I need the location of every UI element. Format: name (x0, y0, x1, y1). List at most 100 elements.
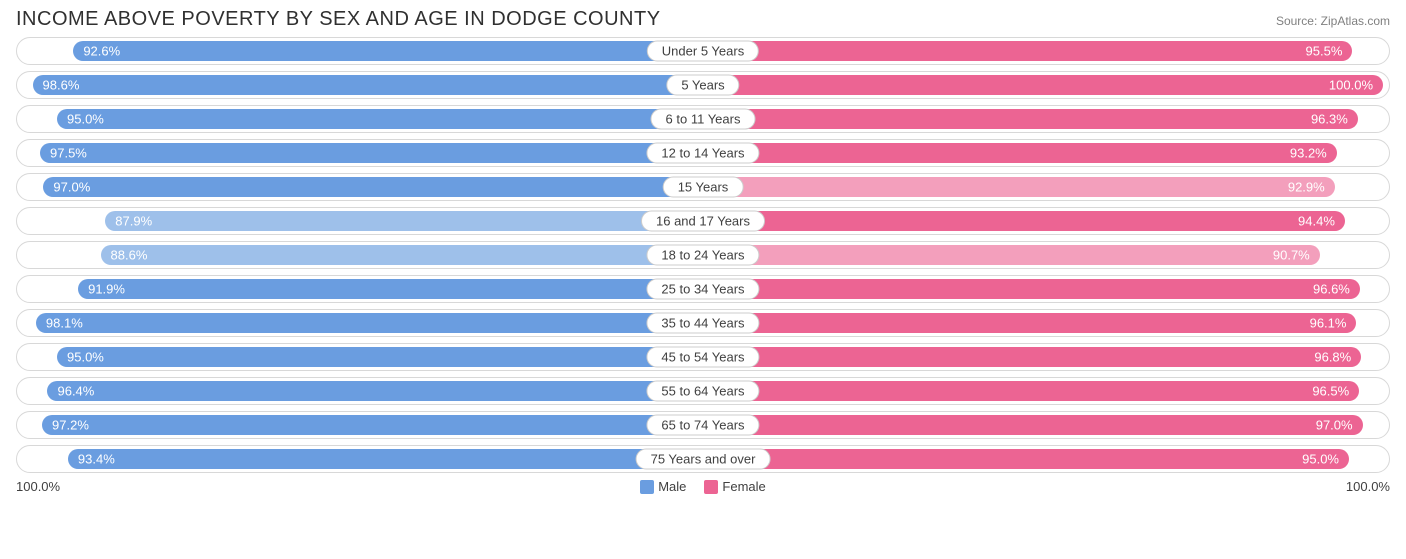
category-label: 16 and 17 Years (641, 211, 765, 232)
male-bar: 92.6% (73, 41, 703, 61)
female-track: 100.0% (703, 75, 1383, 95)
legend-label-male: Male (658, 479, 686, 494)
male-track: 92.6% (23, 41, 703, 61)
category-label: 55 to 64 Years (646, 381, 759, 402)
chart-row: 95.0% 96.8%45 to 54 Years (16, 343, 1390, 371)
chart-title: INCOME ABOVE POVERTY BY SEX AND AGE IN D… (16, 8, 661, 31)
category-label: 5 Years (666, 75, 739, 96)
male-track: 97.2% (23, 415, 703, 435)
chart-row: 95.0% 96.3% 6 to 11 Years (16, 105, 1390, 133)
female-bar: 96.8% (703, 347, 1361, 367)
male-bar: 95.0% (57, 109, 703, 129)
female-bar: 95.5% (703, 41, 1352, 61)
male-value-label: 95.0% (67, 112, 104, 127)
legend-swatch-female (704, 480, 718, 494)
female-track: 96.6% (703, 279, 1383, 299)
legend: Male Female (640, 479, 766, 494)
male-value-label: 87.9% (115, 214, 152, 229)
male-track: 98.1% (23, 313, 703, 333)
chart-row: 91.9%96.6%25 to 34 Years (16, 275, 1390, 303)
male-bar: 87.9% (105, 211, 703, 231)
male-bar: 96.4% (47, 381, 703, 401)
male-bar: 88.6% (101, 245, 703, 265)
male-track: 95.0% (23, 109, 703, 129)
male-track: 97.0% (23, 177, 703, 197)
male-track: 93.4% (23, 449, 703, 469)
female-value-label: 90.7% (1273, 248, 1310, 263)
male-bar: 97.5% (40, 143, 703, 163)
category-label: 65 to 74 Years (646, 415, 759, 436)
female-bar: 97.0% (703, 415, 1363, 435)
female-value-label: 95.5% (1306, 44, 1343, 59)
male-track: 91.9% (23, 279, 703, 299)
female-track: 94.4% (703, 211, 1383, 231)
male-value-label: 95.0% (67, 350, 104, 365)
chart-header: INCOME ABOVE POVERTY BY SEX AND AGE IN D… (16, 8, 1390, 31)
female-track: 92.9% (703, 177, 1383, 197)
female-track: 96.1% (703, 313, 1383, 333)
male-track: 98.6% (23, 75, 703, 95)
female-value-label: 93.2% (1290, 146, 1327, 161)
female-bar: 94.4% (703, 211, 1345, 231)
male-value-label: 97.5% (50, 146, 87, 161)
category-label: 45 to 54 Years (646, 347, 759, 368)
male-track: 96.4% (23, 381, 703, 401)
male-value-label: 98.1% (46, 316, 83, 331)
female-value-label: 96.3% (1311, 112, 1348, 127)
chart-row: 98.6% 100.0% 5 Years (16, 71, 1390, 99)
female-track: 96.3% (703, 109, 1383, 129)
male-value-label: 92.6% (83, 44, 120, 59)
male-bar: 95.0% (57, 347, 703, 367)
male-track: 87.9% (23, 211, 703, 231)
diverging-bar-chart: 92.6% 95.5% Under 5 Years 98.6% 100.0% 5 Year… (16, 37, 1390, 473)
female-bar: 96.6% (703, 279, 1360, 299)
category-label: 12 to 14 Years (646, 143, 759, 164)
male-track: 97.5% (23, 143, 703, 163)
axis-left-label: 100.0% (16, 479, 60, 494)
chart-row: 98.1%96.1%35 to 44 Years (16, 309, 1390, 337)
female-value-label: 94.4% (1298, 214, 1335, 229)
female-bar: 96.5% (703, 381, 1359, 401)
female-track: 95.5% (703, 41, 1383, 61)
category-label: Under 5 Years (647, 41, 759, 62)
female-value-label: 95.0% (1302, 452, 1339, 467)
male-value-label: 93.4% (78, 452, 115, 467)
female-value-label: 96.1% (1310, 316, 1347, 331)
axis-right-label: 100.0% (1346, 479, 1390, 494)
male-bar: 91.9% (78, 279, 703, 299)
male-value-label: 88.6% (111, 248, 148, 263)
category-label: 18 to 24 Years (646, 245, 759, 266)
chart-row: 97.5% 93.2% 12 to 14 Years (16, 139, 1390, 167)
female-bar: 92.9% (703, 177, 1335, 197)
legend-item-male: Male (640, 479, 686, 494)
female-bar: 96.3% (703, 109, 1358, 129)
female-track: 93.2% (703, 143, 1383, 163)
legend-item-female: Female (704, 479, 765, 494)
male-value-label: 96.4% (57, 384, 94, 399)
male-bar: 98.1% (36, 313, 703, 333)
male-value-label: 91.9% (88, 282, 125, 297)
legend-label-female: Female (722, 479, 765, 494)
male-bar: 98.6% (33, 75, 703, 95)
female-track: 90.7% (703, 245, 1383, 265)
female-value-label: 92.9% (1288, 180, 1325, 195)
female-value-label: 97.0% (1316, 418, 1353, 433)
female-value-label: 96.6% (1313, 282, 1350, 297)
female-bar: 96.1% (703, 313, 1356, 333)
chart-row: 96.4% 96.5%55 to 64 Years (16, 377, 1390, 405)
chart-source: Source: ZipAtlas.com (1276, 14, 1390, 28)
category-label: 15 Years (663, 177, 744, 198)
female-track: 95.0% (703, 449, 1383, 469)
male-bar: 97.0% (43, 177, 703, 197)
female-bar: 90.7% (703, 245, 1320, 265)
chart-row: 87.9% 94.4% 16 and 17 Years (16, 207, 1390, 235)
category-label: 6 to 11 Years (651, 109, 756, 130)
female-value-label: 100.0% (1329, 78, 1373, 93)
chart-row: 88.6% 90.7% 18 to 24 Years (16, 241, 1390, 269)
chart-row: 92.6% 95.5% Under 5 Years (16, 37, 1390, 65)
female-track: 96.8% (703, 347, 1383, 367)
male-value-label: 97.0% (53, 180, 90, 195)
female-track: 96.5% (703, 381, 1383, 401)
male-track: 95.0% (23, 347, 703, 367)
female-bar: 95.0% (703, 449, 1349, 469)
